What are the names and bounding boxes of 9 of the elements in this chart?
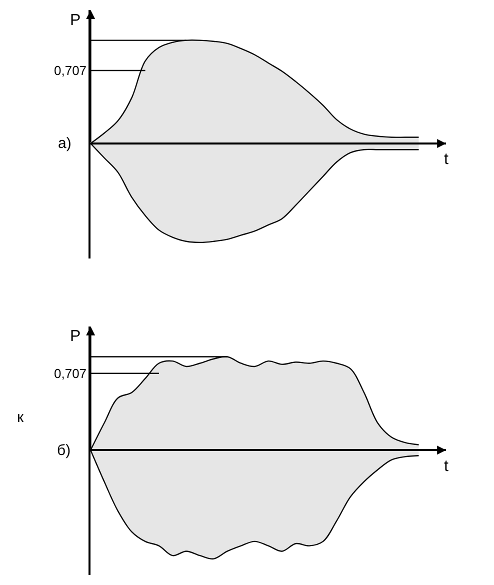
ref-line-label: 0,707 bbox=[54, 63, 87, 78]
x-axis-title: t bbox=[444, 458, 449, 475]
text: к bbox=[17, 409, 24, 426]
ref-line-label: 0,707 bbox=[54, 366, 87, 381]
text: б) bbox=[57, 442, 71, 459]
x-axis-title: t bbox=[444, 151, 449, 168]
y-axis-title: P bbox=[70, 328, 81, 345]
y-axis-title: P bbox=[70, 12, 81, 29]
text: а) bbox=[58, 135, 72, 152]
